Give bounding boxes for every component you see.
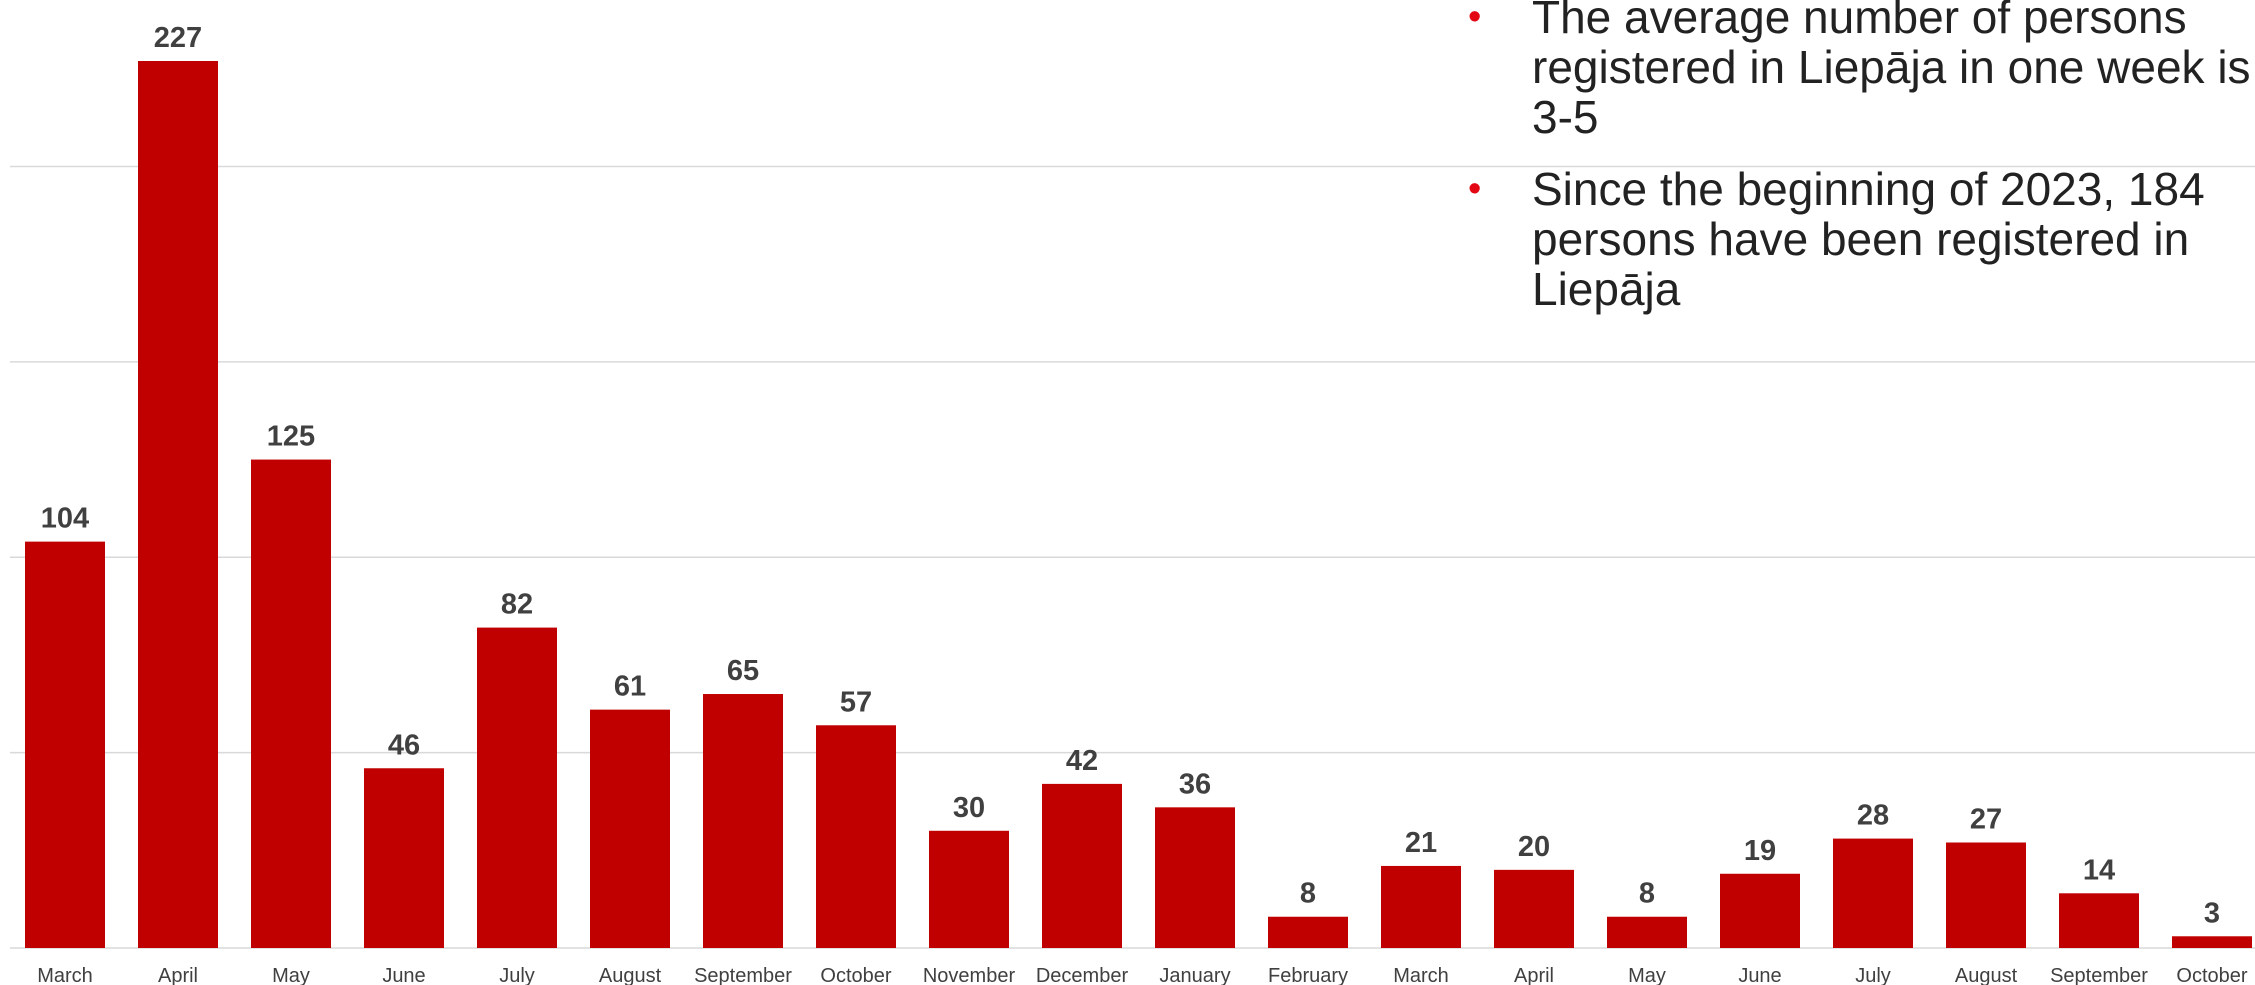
bar [2059, 893, 2139, 948]
bars [25, 61, 2252, 948]
x-tick-label: July [499, 965, 535, 985]
bar [1381, 865, 1461, 948]
notes-list: • The average number of persons register… [1460, 0, 2255, 336]
x-tick-label: August [599, 965, 662, 985]
x-tick-label: March [37, 965, 93, 985]
data-label: 8 [1639, 878, 1655, 910]
bullet-icon: • [1468, 168, 1482, 210]
bar [364, 768, 444, 948]
bar [816, 725, 896, 948]
bar [1494, 869, 1574, 948]
data-label: 8 [1300, 878, 1316, 910]
data-label: 104 [41, 503, 89, 535]
note-item: • Since the beginning of 2023, 184 perso… [1460, 164, 2255, 314]
x-tick-label: June [1738, 965, 1781, 985]
data-label: 3 [2204, 897, 2220, 929]
note-text: The average number of persons registered… [1532, 0, 2251, 143]
x-tick-label: February [1268, 965, 1348, 985]
data-label: 42 [1066, 745, 1098, 777]
value-labels: 104 227 125 46 82 61 65 57 30 42 36 8 21 20 8 19 28 27 14 3 [41, 22, 2220, 929]
bar [138, 61, 218, 948]
data-label: 28 [1857, 800, 1889, 832]
data-label: 57 [840, 686, 872, 718]
bar [25, 541, 105, 948]
data-label: 82 [501, 589, 533, 621]
bar [703, 694, 783, 948]
x-tick-label: July [1855, 965, 1891, 985]
data-label: 27 [1970, 803, 2002, 835]
x-tick-label: March [1393, 965, 1449, 985]
data-label: 19 [1744, 835, 1776, 867]
x-tick-label: November [923, 965, 1016, 985]
bar [590, 709, 670, 948]
x-tick-label: September [694, 965, 792, 985]
bar [251, 459, 331, 948]
data-label: 14 [2083, 854, 2115, 886]
x-tick-label: October [2176, 965, 2247, 985]
x-tick-label: May [1628, 965, 1666, 985]
bar [1607, 916, 1687, 948]
x-tick-label: April [158, 965, 198, 985]
data-label: 46 [388, 729, 420, 761]
data-label: 30 [953, 792, 985, 824]
bar [1833, 838, 1913, 948]
x-tick-label: May [272, 965, 310, 985]
data-label: 20 [1518, 831, 1550, 863]
note-item: • The average number of persons register… [1460, 0, 2255, 142]
bar [1720, 873, 1800, 948]
bar [1042, 783, 1122, 948]
x-tick-label: June [382, 965, 425, 985]
data-label: 21 [1405, 827, 1437, 859]
x-axis-labels: March April May June July August September Octo… [37, 965, 2248, 985]
data-label: 125 [267, 421, 315, 453]
x-tick-label: April [1514, 965, 1554, 985]
data-label: 65 [727, 655, 759, 687]
x-tick-label: September [2050, 965, 2148, 985]
bar [929, 830, 1009, 948]
x-tick-label: December [1036, 965, 1129, 985]
x-tick-label: October [820, 965, 891, 985]
data-label: 61 [614, 671, 646, 703]
x-tick-label: August [1955, 965, 2018, 985]
data-label: 227 [154, 22, 202, 54]
bar [1268, 916, 1348, 948]
note-text: Since the beginning of 2023, 184 persons… [1532, 163, 2205, 315]
x-tick-label: January [1159, 965, 1230, 985]
bar [477, 627, 557, 948]
data-label: 36 [1179, 768, 1211, 800]
bar [2172, 936, 2252, 948]
bar [1155, 807, 1235, 948]
bar [1946, 842, 2026, 948]
bullet-icon: • [1468, 0, 1482, 38]
